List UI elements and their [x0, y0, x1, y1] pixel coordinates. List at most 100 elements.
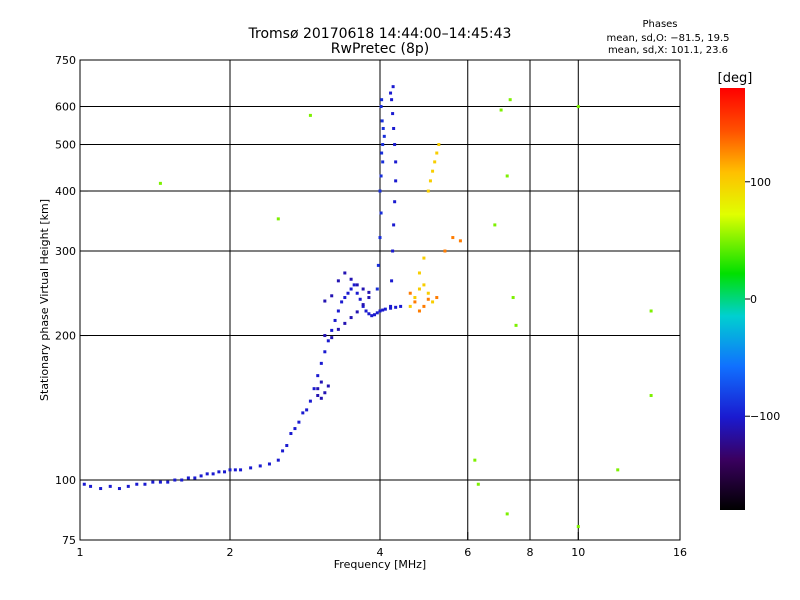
data-point	[391, 85, 395, 89]
data-point	[336, 327, 340, 331]
data-point	[330, 294, 334, 298]
data-point	[392, 126, 396, 130]
data-point	[511, 296, 515, 300]
data-point	[336, 279, 340, 283]
x-tick-label: 2	[227, 546, 234, 559]
y-axis-label: Stationary phase Virtual Height [km]	[38, 199, 51, 401]
phases-heading: Phases	[642, 19, 677, 30]
data-point	[173, 478, 177, 482]
data-point	[370, 314, 374, 318]
data-point	[381, 308, 385, 312]
y-tick-label: 100	[55, 474, 76, 487]
data-point	[499, 108, 503, 112]
data-point	[186, 476, 190, 480]
data-point	[108, 484, 112, 488]
data-point	[437, 143, 441, 147]
data-point	[89, 484, 93, 488]
data-point	[435, 296, 439, 300]
colorbar-label: [deg]	[718, 71, 753, 86]
data-point	[336, 309, 340, 313]
data-point	[373, 313, 377, 317]
data-point	[375, 287, 379, 291]
data-point	[391, 249, 395, 253]
data-point	[276, 458, 280, 462]
data-point	[413, 300, 417, 304]
data-point	[330, 336, 334, 340]
y-tick-label: 300	[55, 245, 76, 258]
x-axis-label: Frequency [MHz]	[334, 558, 426, 571]
data-point	[330, 328, 334, 332]
data-point	[413, 296, 417, 300]
colorbar-tick-label: 0	[750, 293, 757, 306]
data-point	[389, 306, 393, 310]
data-points	[82, 85, 653, 529]
data-point	[258, 464, 262, 468]
data-point	[379, 174, 383, 178]
x-tick-label: 6	[464, 546, 471, 559]
data-point	[316, 394, 320, 398]
data-point	[422, 304, 426, 308]
data-point	[343, 321, 347, 325]
y-tick-label: 750	[55, 54, 76, 67]
data-point	[367, 290, 371, 294]
data-point	[293, 427, 297, 431]
data-point	[473, 458, 477, 462]
data-point	[323, 350, 327, 354]
data-point	[367, 312, 371, 316]
data-point	[408, 304, 412, 308]
data-point	[361, 303, 365, 307]
data-point	[379, 105, 383, 109]
data-point	[428, 179, 432, 183]
data-point	[281, 449, 285, 453]
data-point	[422, 256, 426, 260]
data-point	[394, 305, 398, 309]
data-point	[616, 468, 620, 472]
data-point	[422, 283, 426, 287]
data-point	[319, 396, 323, 400]
data-point	[576, 525, 580, 529]
data-point	[391, 112, 395, 116]
data-point	[399, 304, 403, 308]
chart-subtitle: RwPretec (8p)	[331, 41, 429, 57]
data-point	[380, 98, 384, 102]
data-point	[276, 217, 280, 221]
data-point	[375, 311, 379, 315]
data-point	[239, 468, 243, 472]
colorbar-tick-label: −100	[750, 410, 780, 423]
data-point	[576, 105, 580, 109]
data-point	[180, 478, 184, 482]
data-point	[297, 420, 301, 424]
data-point	[249, 466, 253, 470]
data-point	[435, 151, 439, 155]
colorbar-ticks: 100 0 −100	[745, 176, 780, 423]
data-point	[340, 300, 344, 304]
data-point	[378, 236, 382, 240]
data-point	[379, 211, 383, 215]
data-point	[390, 98, 394, 102]
x-tick-label: 10	[571, 546, 585, 559]
data-point	[352, 283, 356, 287]
data-point	[389, 304, 393, 308]
data-point	[333, 318, 337, 322]
data-point	[323, 299, 327, 303]
x-tick-label: 8	[527, 546, 534, 559]
data-point	[381, 143, 385, 147]
data-point	[393, 143, 397, 147]
data-point	[205, 472, 209, 476]
data-point	[223, 470, 227, 474]
data-point	[323, 334, 327, 338]
data-point	[308, 113, 312, 117]
data-point	[376, 263, 380, 267]
data-point	[166, 480, 170, 484]
grid-lines	[80, 60, 680, 540]
data-point	[394, 160, 398, 164]
data-point	[343, 296, 347, 300]
data-point	[319, 361, 323, 365]
data-point	[433, 160, 437, 164]
data-point	[383, 307, 387, 311]
x-tick-label: 1	[77, 546, 84, 559]
data-point	[349, 287, 353, 291]
data-point	[443, 249, 447, 253]
data-point	[143, 482, 147, 486]
data-point	[431, 300, 435, 304]
